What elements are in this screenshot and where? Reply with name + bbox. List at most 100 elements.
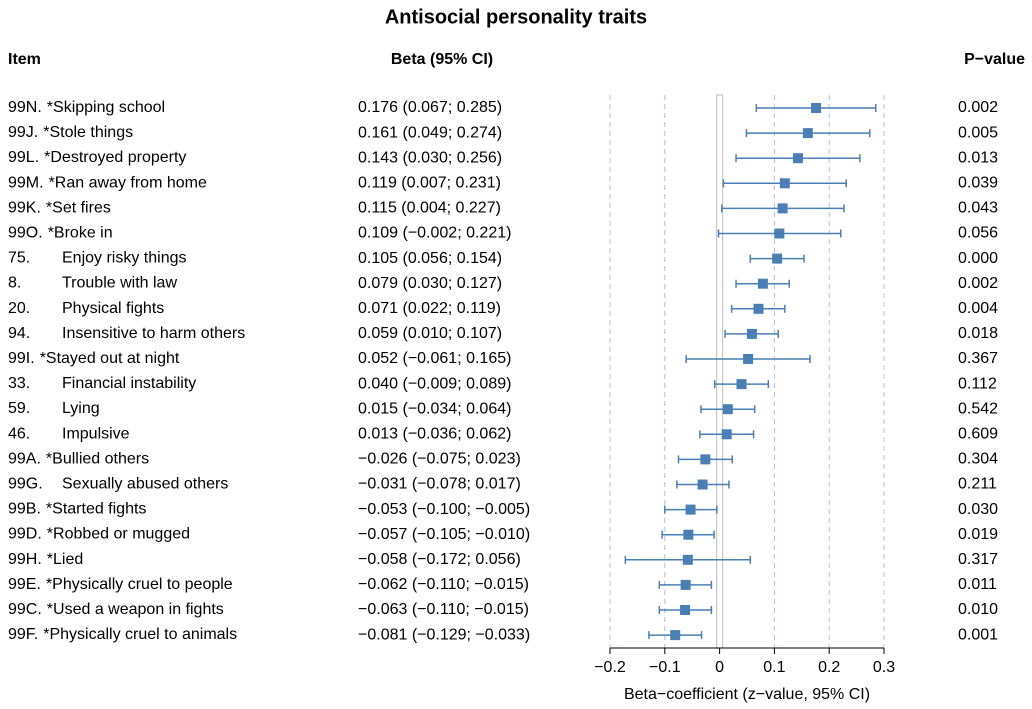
item-name: Impulsive: [62, 426, 130, 443]
item-code: 59.: [8, 400, 30, 417]
point: [743, 354, 754, 364]
item-name: *Started fights: [46, 501, 147, 518]
item-label: 99E. *Physically cruel to people: [8, 576, 233, 593]
item-code: 99O.: [8, 225, 43, 242]
item-label: 33. Financial instability: [8, 375, 196, 392]
beta-label: −0.062 (−0.110; −0.015): [358, 576, 529, 593]
beta-label: 0.176 (0.067; 0.285): [358, 99, 502, 116]
item-name: *Used a weapon in fights: [47, 601, 224, 618]
item-label: 20. Physical fights: [8, 300, 164, 317]
p-value: 0.013: [958, 149, 998, 166]
item-label: 99A. *Bullied others: [8, 451, 149, 468]
beta-label: 0.161 (0.049; 0.274): [358, 124, 502, 141]
item-name: *Destroyed property: [44, 149, 186, 166]
item-name: Physical fights: [62, 300, 164, 317]
item-code: 20.: [8, 300, 30, 317]
item-label: 99D. *Robbed or mugged: [8, 526, 190, 543]
item-name: *Physically cruel to people: [46, 576, 233, 593]
item-code: 94.: [8, 325, 30, 342]
p-value: 0.112: [958, 375, 997, 392]
point: [700, 454, 711, 465]
x-tick-label: 0.2: [818, 659, 840, 676]
item-header: Item: [8, 51, 41, 68]
item-name: *Physically cruel to animals: [43, 626, 237, 643]
x-tick-label: 0.1: [763, 659, 785, 676]
item-label: 59. Lying: [8, 400, 100, 417]
point: [802, 128, 813, 139]
p-value: 0.039: [958, 175, 998, 192]
item-label: 99B. *Started fights: [8, 501, 146, 518]
item-label: 99L. *Destroyed property: [8, 149, 186, 166]
beta-label: 0.052 (−0.061; 0.165): [358, 350, 511, 367]
p-value: 0.542: [958, 400, 998, 417]
item-label: 99I. *Stayed out at night: [8, 350, 180, 367]
item-name: *Stayed out at night: [40, 350, 180, 367]
item-label: 99C. *Used a weapon in fights: [8, 601, 224, 618]
item-name: *Stole things: [43, 124, 133, 141]
item-code: 46.: [8, 426, 30, 443]
p-value: 0.010: [958, 601, 998, 618]
p-value: 0.304: [958, 451, 998, 468]
item-name: *Ran away from home: [49, 175, 207, 192]
item-code: 99B.: [8, 501, 41, 518]
item-code: 99G.: [8, 476, 43, 493]
point: [680, 605, 691, 615]
point: [670, 630, 681, 641]
item-code: 99L.: [8, 149, 39, 166]
item-label: 99O. *Broke in: [8, 225, 113, 242]
x-axis-label: Beta−coefficient (z−value, 95% CI): [624, 686, 870, 703]
item-code: 99E.: [8, 576, 41, 593]
item-name: Sexually abused others: [62, 476, 228, 493]
point: [683, 529, 694, 540]
point: [792, 153, 803, 164]
p-value: 0.004: [958, 300, 998, 317]
p-value: 0.000: [958, 250, 998, 267]
p-value: 0.001: [958, 626, 998, 643]
item-code: 99D.: [8, 526, 42, 543]
beta-label: −0.057 (−0.105; −0.010): [358, 526, 530, 543]
point: [753, 303, 764, 314]
beta-label: −0.063 (−0.110; −0.015): [358, 601, 529, 618]
beta-label: 0.115 (0.004; 0.227): [358, 200, 501, 217]
item-name: *Broke in: [48, 225, 113, 242]
point: [736, 379, 747, 390]
point: [774, 228, 785, 239]
item-label: 99G. Sexually abused others: [8, 476, 228, 493]
item-label: 94. Insensitive to harm others: [8, 325, 245, 342]
item-name: *Robbed or mugged: [47, 526, 190, 543]
item-name: Enjoy risky things: [62, 250, 187, 267]
p-value: 0.018: [958, 325, 998, 342]
beta-label: −0.058 (−0.172; 0.056): [358, 551, 521, 568]
beta-label: 0.040 (−0.009; 0.089): [358, 375, 511, 392]
p-value: 0.005: [958, 124, 998, 141]
beta-label: 0.015 (−0.034; 0.064): [358, 400, 511, 417]
p-value: 0.002: [958, 99, 998, 116]
item-name: *Bullied others: [46, 451, 149, 468]
p-value: 0.317: [958, 551, 998, 568]
point: [721, 429, 732, 440]
item-code: 99J.: [8, 124, 38, 141]
item-label: 99H. *Lied: [8, 551, 83, 568]
x-tick-label: 0: [715, 659, 724, 676]
item-name: *Lied: [47, 551, 83, 568]
point: [697, 479, 708, 490]
item-name: Trouble with law: [62, 275, 177, 292]
point: [811, 103, 822, 113]
p-value: 0.030: [958, 501, 998, 518]
p-value: 0.002: [958, 275, 998, 292]
beta-label: 0.143 (0.030; 0.256): [358, 149, 502, 166]
item-name: *Set fires: [46, 200, 111, 217]
beta-label: 0.079 (0.030; 0.127): [358, 275, 502, 292]
point: [682, 554, 693, 565]
point: [746, 328, 757, 339]
item-name: Insensitive to harm others: [62, 325, 245, 342]
item-code: 99K.: [8, 200, 41, 217]
zero-line: [715, 94, 724, 649]
beta-label: 0.059 (0.010; 0.107): [358, 325, 502, 342]
p-value: 0.609: [958, 426, 998, 443]
x-tick-label: 0.3: [873, 659, 895, 676]
p-value: 0.367: [958, 350, 998, 367]
point: [779, 178, 790, 189]
beta-label: −0.031 (−0.078; 0.017): [358, 476, 521, 493]
